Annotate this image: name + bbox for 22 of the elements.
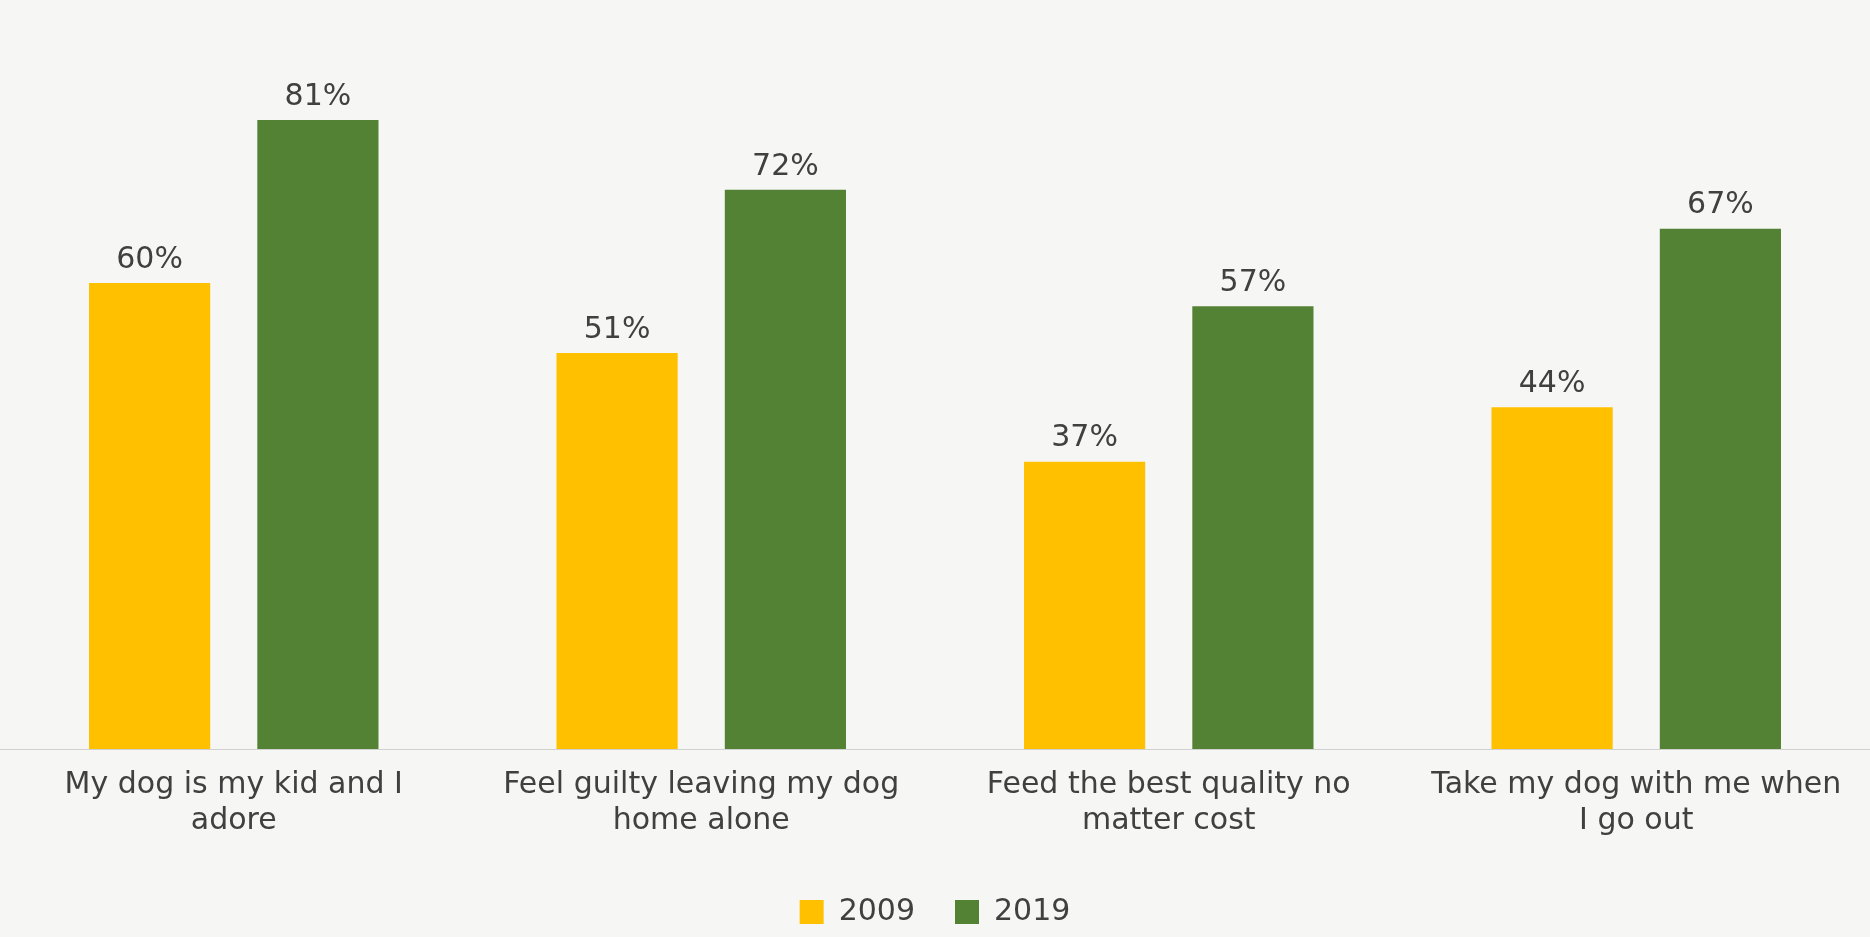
- bar: [89, 283, 211, 749]
- x-tick-label: Feed the best quality no matter cost: [986, 764, 1351, 836]
- bar: [556, 352, 678, 749]
- legend-label: 2009: [838, 891, 916, 927]
- bar: [1024, 461, 1146, 749]
- legend-label: 2019: [994, 891, 1071, 927]
- data-label: 72%: [752, 146, 819, 182]
- data-label: 44%: [1518, 364, 1586, 400]
- data-label: 37%: [1051, 418, 1118, 454]
- data-label: 81%: [284, 76, 352, 112]
- bar: [1659, 228, 1781, 749]
- bar: [724, 189, 846, 749]
- bar: [257, 119, 379, 749]
- data-label: 51%: [583, 309, 651, 345]
- data-label: 57%: [1219, 263, 1287, 299]
- x-tick-label: Feel guilty leaving my dog home alone: [503, 764, 900, 836]
- x-tick-label: My dog is my kid and I adore: [64, 764, 403, 836]
- data-label: 67%: [1687, 185, 1754, 221]
- x-tick-label: Take my dog with me when I go out: [1430, 764, 1842, 836]
- bar: [1192, 306, 1314, 749]
- data-label: 60%: [116, 239, 183, 275]
- bar: [1491, 407, 1613, 749]
